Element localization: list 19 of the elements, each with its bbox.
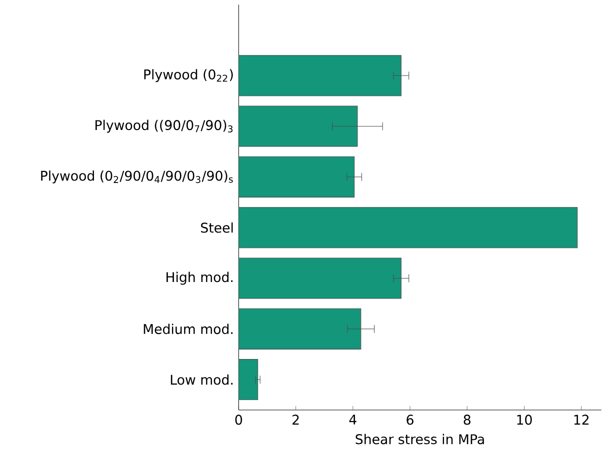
bar [238, 308, 362, 350]
x-axis-title: Shear stress in MPa [356, 434, 484, 444]
y-tick-label: High mod. [166, 272, 233, 285]
bar [238, 207, 578, 248]
y-tick-label: Plywood (0$_{2}$/90/0$_{4}$/90/0$_{3}$/90)$_{s}$ [41, 170, 233, 184]
x-tick-label: 12 [574, 414, 588, 425]
bar [238, 156, 355, 198]
y-tick-label: Low mod. [170, 374, 233, 385]
x-tick-label: 4 [349, 414, 356, 424]
x-tick-label: 8 [464, 414, 470, 425]
x-tick-label: 2 [292, 414, 299, 425]
bar [238, 359, 258, 400]
x-tick-label: 0 [235, 414, 242, 425]
y-tick-label: Medium mod. [144, 324, 233, 334]
x-tick-label: 10 [517, 414, 532, 425]
y-tick-label: Steel [201, 222, 233, 233]
x-tick-label: 6 [406, 414, 414, 425]
y-tick-label: Plywood (0$_{22}$) [144, 69, 233, 82]
y-tick-label: Plywood ((90/0$_{7}$/90)$_{3}$ [96, 120, 233, 133]
